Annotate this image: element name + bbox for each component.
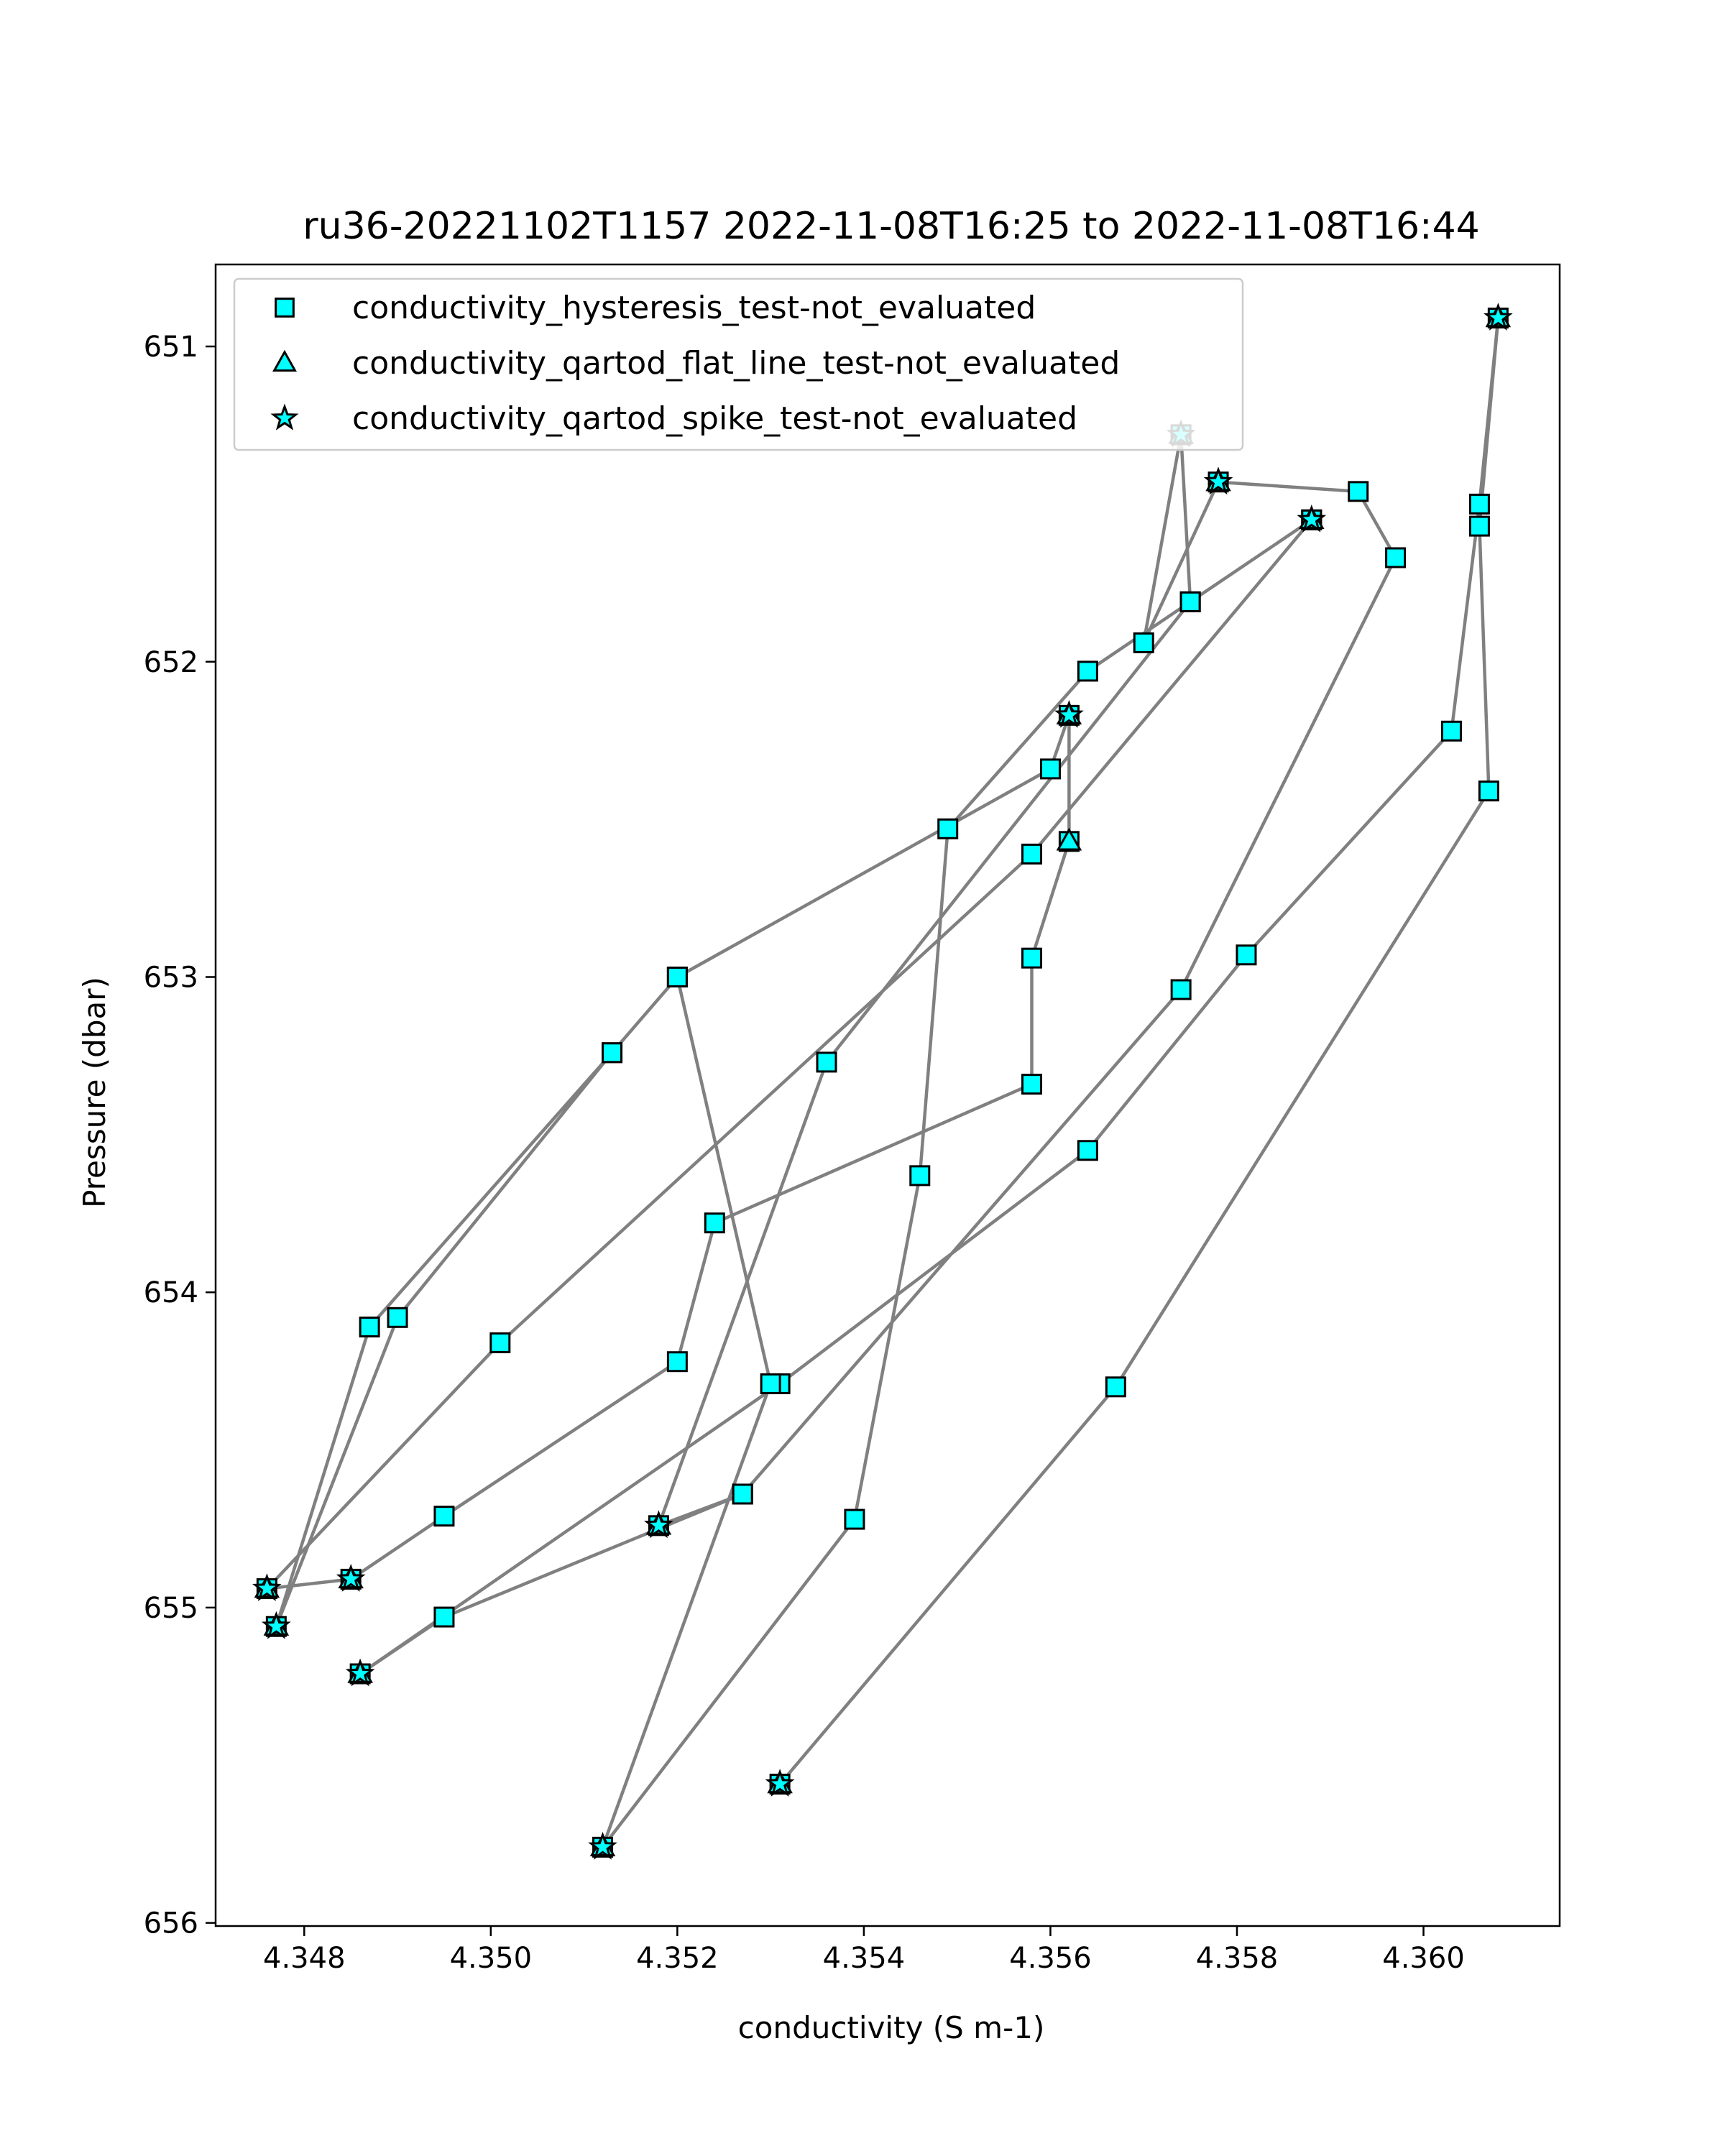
x-tick-label: 4.358 xyxy=(1196,1942,1279,1975)
y-axis-label: Pressure (dbar) xyxy=(77,977,112,1208)
data-point-square xyxy=(433,1606,455,1628)
data-point-square xyxy=(909,1165,931,1187)
legend-marker-square xyxy=(275,298,295,318)
legend: conductivity_hysteresis_test-not_evaluat… xyxy=(233,277,1244,451)
data-point-square xyxy=(1348,481,1369,502)
data-point-star xyxy=(262,1611,291,1639)
data-point-star xyxy=(1297,505,1327,533)
x-tick-label: 4.354 xyxy=(823,1942,906,1975)
legend-label: conductivity_qartod_spike_test-not_evalu… xyxy=(352,400,1077,437)
data-point-square xyxy=(1385,547,1407,568)
data-point-square xyxy=(1021,947,1042,969)
data-point-square xyxy=(704,1212,725,1234)
chart-title: ru36-20221102T1157 2022-11-08T16:25 to 2… xyxy=(303,205,1479,248)
x-tick-label: 4.352 xyxy=(636,1942,719,1975)
data-point-square xyxy=(1236,944,1257,966)
y-tick-label: 654 xyxy=(144,1276,198,1309)
data-point-square xyxy=(1077,1140,1098,1161)
data-point-square xyxy=(1478,780,1499,802)
data-point-square xyxy=(359,1316,380,1337)
plot-area xyxy=(252,303,1513,1860)
series-line xyxy=(265,316,1500,1849)
plot-frame xyxy=(214,263,1561,1927)
data-point-square xyxy=(1179,591,1201,612)
legend-marker-triangle xyxy=(272,349,297,372)
y-tick-label: 652 xyxy=(144,646,198,679)
data-point-square xyxy=(1468,493,1490,515)
data-point-star xyxy=(765,1769,795,1797)
data-point-square xyxy=(1468,515,1490,537)
legend-label: conductivity_qartod_flat_line_test-not_e… xyxy=(352,345,1120,382)
data-point-square xyxy=(937,818,959,839)
data-point-star xyxy=(588,1831,617,1860)
data-point-square xyxy=(666,966,688,987)
legend-box xyxy=(233,277,1244,451)
data-point-square xyxy=(816,1051,837,1073)
y-tick-label: 656 xyxy=(144,1907,198,1940)
data-point-star xyxy=(336,1563,366,1592)
data-point-square xyxy=(1105,1376,1126,1398)
data-point-star xyxy=(1054,700,1084,728)
data-point-square xyxy=(387,1307,408,1328)
data-point-star xyxy=(643,1510,673,1539)
series-markers-star xyxy=(252,303,1513,1860)
x-tick-label: 4.348 xyxy=(263,1942,346,1975)
data-point-triangle xyxy=(1056,827,1082,851)
data-point-star xyxy=(252,1573,282,1601)
data-point-square xyxy=(760,1373,781,1394)
legend-label: conductivity_hysteresis_test-not_evaluat… xyxy=(352,290,1036,326)
data-point-square xyxy=(1021,843,1042,865)
data-point-square xyxy=(1133,632,1154,653)
x-tick-label: 4.350 xyxy=(450,1942,533,1975)
data-point-square xyxy=(433,1506,455,1527)
y-tick-label: 655 xyxy=(144,1592,198,1625)
data-point-square xyxy=(1170,979,1192,1000)
x-tick-label: 4.356 xyxy=(1009,1942,1092,1975)
data-point-square xyxy=(732,1483,753,1505)
data-point-star xyxy=(345,1658,375,1687)
y-tick-label: 653 xyxy=(144,961,198,994)
data-point-square xyxy=(489,1332,511,1353)
data-point-square xyxy=(1440,720,1462,742)
y-tick-label: 651 xyxy=(144,331,198,364)
data-point-square xyxy=(602,1042,623,1064)
legend-marker-star xyxy=(270,403,299,430)
data-point-star xyxy=(1203,466,1233,495)
data-point-square xyxy=(1021,1074,1042,1095)
data-point-square xyxy=(844,1508,865,1530)
x-axis: 4.348 4.350 4.352 4.354 4.356 4.358 4.360 xyxy=(263,1926,1465,1975)
data-point-square xyxy=(1077,660,1098,682)
x-tick-label: 4.360 xyxy=(1382,1942,1465,1975)
data-point-square xyxy=(1039,758,1061,780)
y-axis: 651 652 653 654 655 656 xyxy=(144,331,216,1940)
data-point-star xyxy=(1484,303,1513,331)
data-point-square xyxy=(666,1351,688,1373)
x-axis-label: conductivity (S m-1) xyxy=(738,2010,1045,2045)
